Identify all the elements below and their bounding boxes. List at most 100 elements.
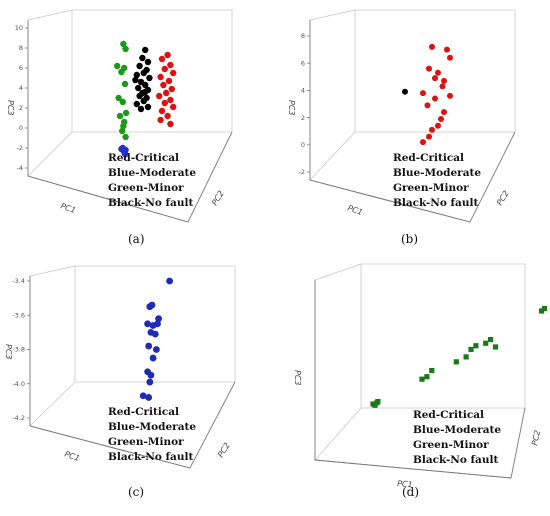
- scatter3d-b: -2 0 2 4 6 8 PC3 PC1 PC2 Red-Critical Blue-Mo…: [287, 9, 516, 223]
- data-point: [119, 98, 127, 106]
- data-point: [122, 133, 129, 141]
- legend-no-fault: Black-No fault: [393, 197, 478, 209]
- data-point: [147, 371, 155, 379]
- data-point: [146, 74, 153, 82]
- data-point: [429, 126, 435, 133]
- data-point: [145, 394, 153, 401]
- data-point: [432, 75, 438, 82]
- z-tick-label: 0: [19, 124, 23, 132]
- x-axis-label: PC1: [397, 479, 413, 489]
- data-point: [121, 80, 129, 88]
- data-point: [135, 84, 142, 92]
- data-point: [114, 62, 121, 70]
- data-point: [419, 376, 425, 382]
- panel-b: -2 0 2 4 6 8 PC3 PC1 PC2 Red-Critical Blue-Mo…: [275, 0, 550, 258]
- data-point: [165, 77, 173, 85]
- scatter3d-c: -4.2 -4.0 -3.8 -3.6 -3.4 PC3 PC1 PC2 Red-Cri…: [4, 265, 236, 469]
- legend-critical: Red-Critical: [108, 152, 179, 164]
- data-point: [483, 340, 489, 346]
- data-point: [133, 71, 140, 79]
- data-point: [151, 330, 159, 338]
- legend-moderate: Blue-Moderate: [413, 424, 501, 436]
- caption-a: (a): [128, 232, 145, 246]
- data-point: [144, 58, 152, 66]
- z-tick-label: -3.6: [12, 311, 25, 319]
- data-point: [139, 392, 147, 400]
- data-point: [142, 46, 149, 54]
- z-tick-label: -4.0: [12, 380, 25, 388]
- data-point: [132, 76, 139, 84]
- legend-moderate: Blue-Moderate: [393, 167, 481, 179]
- caption-c: (c): [128, 485, 145, 499]
- data-point: [158, 55, 166, 63]
- data-point: [136, 62, 143, 70]
- legend-moderate: Blue-Moderate: [108, 421, 196, 433]
- data-point: [140, 69, 147, 77]
- data-point: [156, 92, 163, 100]
- z-tick-label: 6: [301, 59, 305, 67]
- scatter3d-d: PC3 PC1 PC2 Red-Critical Blue-Moderate G…: [293, 263, 548, 489]
- legend-minor: Green-Minor: [108, 182, 184, 194]
- data-point: [538, 308, 545, 314]
- data-point: [161, 65, 168, 73]
- legend-critical: Red-Critical: [393, 152, 464, 164]
- data-point: [133, 100, 140, 108]
- z-tick-label: 4: [301, 87, 305, 95]
- data-point: [163, 89, 170, 97]
- z-tick-label: 4: [19, 84, 23, 92]
- data-point: [166, 277, 174, 285]
- data-point: [160, 81, 167, 89]
- legend-minor: Green-Minor: [108, 436, 184, 448]
- data-point: [144, 103, 152, 111]
- data-point: [441, 77, 447, 84]
- data-point: [146, 378, 154, 386]
- z-tick-label: 8: [19, 44, 23, 52]
- data-point: [158, 107, 166, 115]
- y-axis-label: PC2: [530, 429, 542, 446]
- x-axis-label: PC1: [63, 449, 81, 463]
- z-tick-label: -3.8: [12, 346, 25, 354]
- data-point: [167, 61, 174, 69]
- legend-critical: Red-Critical: [108, 406, 179, 418]
- z-axis-label: PC3: [6, 100, 15, 116]
- data-point: [447, 92, 453, 99]
- data-point: [432, 95, 438, 102]
- data-point: [136, 92, 143, 100]
- data-point: [426, 65, 432, 72]
- z-tick-label: 6: [19, 64, 23, 72]
- data-point: [420, 139, 426, 146]
- caption-d: (d): [402, 485, 420, 499]
- data-point: [120, 40, 127, 48]
- panel-a: -4 -2 0 2 4 6 8 10 PC3 PC1 PC2 Red-Critical Blu…: [0, 0, 275, 258]
- data-point: [441, 109, 447, 116]
- scatter3d-a: -4 -2 0 2 4 6 8 10 PC3 PC1 PC2 Red-Critical Blu…: [6, 9, 233, 223]
- z-tick-label: -2: [299, 168, 305, 176]
- data-point: [137, 105, 145, 113]
- data-point: [463, 354, 469, 360]
- data-point: [116, 112, 124, 120]
- data-point: [142, 88, 149, 96]
- data-point: [120, 122, 127, 130]
- data-point: [153, 346, 160, 353]
- data-point: [424, 374, 430, 380]
- data-point: [118, 68, 125, 76]
- data-point: [145, 342, 153, 350]
- data-point: [424, 102, 431, 109]
- data-point: [122, 109, 130, 117]
- legend-critical: Red-Critical: [413, 409, 484, 421]
- data-point: [473, 343, 479, 349]
- data-point: [447, 54, 453, 61]
- data-point: [402, 88, 408, 95]
- data-point: [374, 400, 380, 406]
- data-point: [438, 115, 444, 122]
- z-tick-label: 2: [19, 104, 23, 112]
- legend-minor: Green-Minor: [393, 182, 469, 194]
- data-point: [167, 120, 174, 128]
- x-axis-label: PC1: [59, 201, 77, 215]
- data-point: [142, 81, 149, 89]
- z-tick-label: 10: [15, 24, 23, 32]
- y-axis-label: PC2: [495, 189, 511, 207]
- z-tick-label: 2: [301, 114, 305, 122]
- panel-c: -4.2 -4.0 -3.8 -3.6 -3.4 PC3 PC1 PC2 Red-Cri…: [0, 258, 275, 516]
- x-axis-label: PC1: [346, 203, 364, 217]
